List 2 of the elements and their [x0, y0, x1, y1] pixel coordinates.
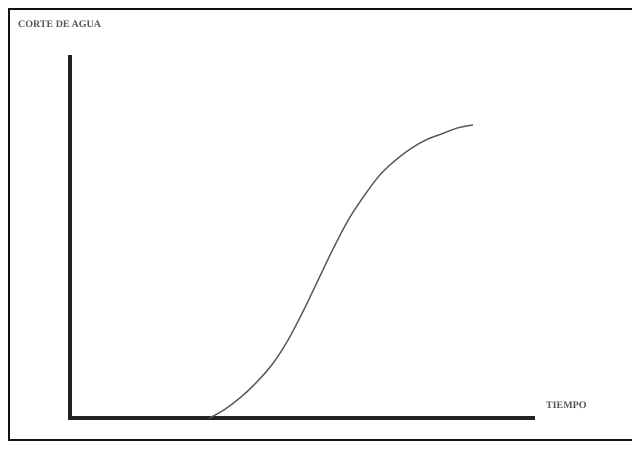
x-axis-title: TIEMPO: [546, 400, 587, 411]
text: CORTE DE AGUA: [18, 19, 102, 30]
